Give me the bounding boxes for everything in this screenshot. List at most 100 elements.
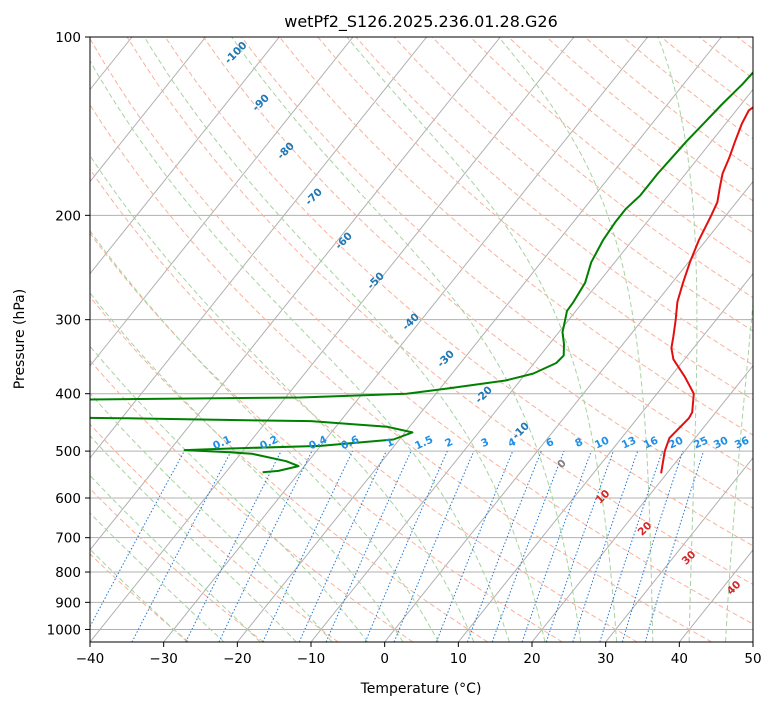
mixing-ratio-line	[298, 450, 387, 642]
mixing-ratio-line	[393, 450, 475, 642]
dry-adiabat	[508, 37, 753, 234]
x-tick-label: −20	[223, 651, 252, 667]
y-tick-label: 400	[55, 387, 81, 403]
isotherm-gridline	[163, 37, 649, 642]
dry-adiabat	[90, 423, 339, 642]
dry-adiabat	[90, 232, 563, 642]
y-axis-label: Pressure (hPa)	[12, 289, 28, 389]
moist-adiabat	[90, 345, 369, 642]
moist-adiabat	[657, 37, 698, 642]
plot-area: -100-90-80-70-60-50-40-30-20-10010203040…	[0, 37, 753, 642]
dry-adiabat-label: -70	[303, 186, 325, 208]
x-tick-label: 0	[380, 651, 389, 667]
mixing-ratio-label: 20	[667, 434, 685, 451]
moist-adiabat	[90, 548, 188, 642]
isotherm-gridline	[236, 37, 722, 642]
moist-adiabat	[346, 37, 618, 642]
moist-adiabat	[90, 59, 510, 642]
x-tick-label: 30	[597, 651, 614, 667]
moist-adiabat	[143, 37, 546, 642]
isotherm-gridline	[90, 37, 280, 275]
mixing-ratio-line	[491, 450, 565, 642]
mixing-ratio-label: 0.1	[211, 434, 233, 453]
dry-adiabat-label: 0	[555, 457, 569, 471]
dry-adiabat-label: -80	[275, 140, 297, 162]
moist-adiabat	[725, 298, 753, 642]
moist-adiabat	[90, 154, 475, 642]
dry-adiabat	[279, 37, 753, 436]
x-tick-label: 20	[523, 651, 540, 667]
moist-adiabat	[90, 229, 439, 642]
isotherm-gridline	[90, 37, 428, 459]
isotherm-gridline	[0, 37, 58, 642]
dry-adiabat	[584, 37, 753, 171]
moist-adiabat	[90, 435, 297, 642]
mixing-ratio-label: 3	[479, 436, 491, 450]
isotherm-gridline	[605, 457, 753, 642]
mixing-ratio-line	[644, 450, 705, 642]
dry-adiabat-label: -50	[365, 270, 387, 292]
mixing-ratio-label: 0.6	[339, 434, 361, 453]
y-tick-label: 500	[55, 444, 81, 460]
plot-frame	[89, 36, 754, 643]
y-tick-label: 700	[55, 531, 81, 547]
mixing-ratio-line	[185, 450, 282, 642]
dry-adiabat	[317, 37, 753, 401]
mixing-ratio-label: 1	[384, 436, 396, 450]
dry-adiabat	[90, 553, 190, 642]
mixing-ratio-line	[325, 450, 412, 642]
isotherm-gridline	[90, 37, 501, 551]
dry-adiabat	[241, 37, 753, 472]
mixing-ratio-label: 16	[642, 434, 660, 451]
dry-adiabat-label: -30	[435, 348, 457, 370]
dry-adiabat-label: -40	[400, 311, 422, 333]
chart-title: wetPf2_S126.2025.236.01.28.G26	[284, 12, 558, 32]
dry-adiabat	[431, 37, 753, 299]
moist-adiabat	[90, 512, 225, 642]
dry-adiabat-label: -100	[222, 39, 249, 66]
dry-adiabat	[202, 37, 753, 509]
dry-adiabat	[698, 37, 753, 80]
y-tick-label: 600	[55, 491, 81, 507]
mixing-ratio-label: 1.5	[413, 434, 435, 453]
mixing-ratio-line	[572, 450, 639, 642]
y-tick-label: 100	[55, 30, 81, 46]
dry-adiabat	[90, 168, 638, 642]
mixing-ratio-line	[545, 450, 614, 642]
isotherm-gridline	[457, 272, 753, 642]
mixing-ratio-label: 4	[506, 436, 518, 450]
dry-adiabat	[355, 37, 753, 366]
dewpoint-profile-line	[90, 70, 753, 474]
mixing-ratio-line	[435, 450, 514, 642]
x-tick-label: −40	[76, 651, 105, 667]
dry-adiabat-label: -20	[473, 384, 495, 406]
moist-adiabat	[90, 392, 333, 642]
x-tick-label: 50	[744, 651, 761, 667]
mixing-ratio-label: 10	[593, 434, 611, 451]
dry-adiabat	[736, 37, 753, 50]
mixing-ratio-label: 13	[620, 434, 638, 451]
dry-adiabat-label: -90	[250, 92, 272, 114]
mixing-ratio-label: 0.4	[307, 434, 329, 453]
y-tick-label: 300	[55, 313, 81, 329]
isotherm-gridline	[678, 549, 753, 642]
mixing-ratio-label: 8	[573, 436, 585, 450]
mixing-ratio-line	[131, 450, 232, 642]
temperature-profile-line	[660, 106, 753, 474]
dry-adiabat	[393, 37, 753, 332]
dry-adiabat	[469, 37, 753, 266]
isotherm-gridline	[752, 641, 753, 642]
y-tick-label: 800	[55, 565, 81, 581]
isotherm-gridline	[384, 180, 753, 642]
mixing-ratio-line	[90, 450, 185, 628]
dry-adiabat	[90, 37, 753, 625]
mixing-ratio-label: 0.2	[258, 434, 280, 453]
mixing-ratio-line	[467, 450, 542, 642]
isotherm-gridline	[90, 37, 354, 367]
x-axis-label: Temperature (°C)	[360, 681, 482, 697]
moist-adiabat	[90, 292, 404, 642]
dry-adiabat	[90, 359, 414, 642]
moist-adiabat	[498, 37, 654, 642]
y-tick-label: 900	[55, 595, 81, 611]
mixing-ratio-label: 6	[544, 436, 556, 450]
